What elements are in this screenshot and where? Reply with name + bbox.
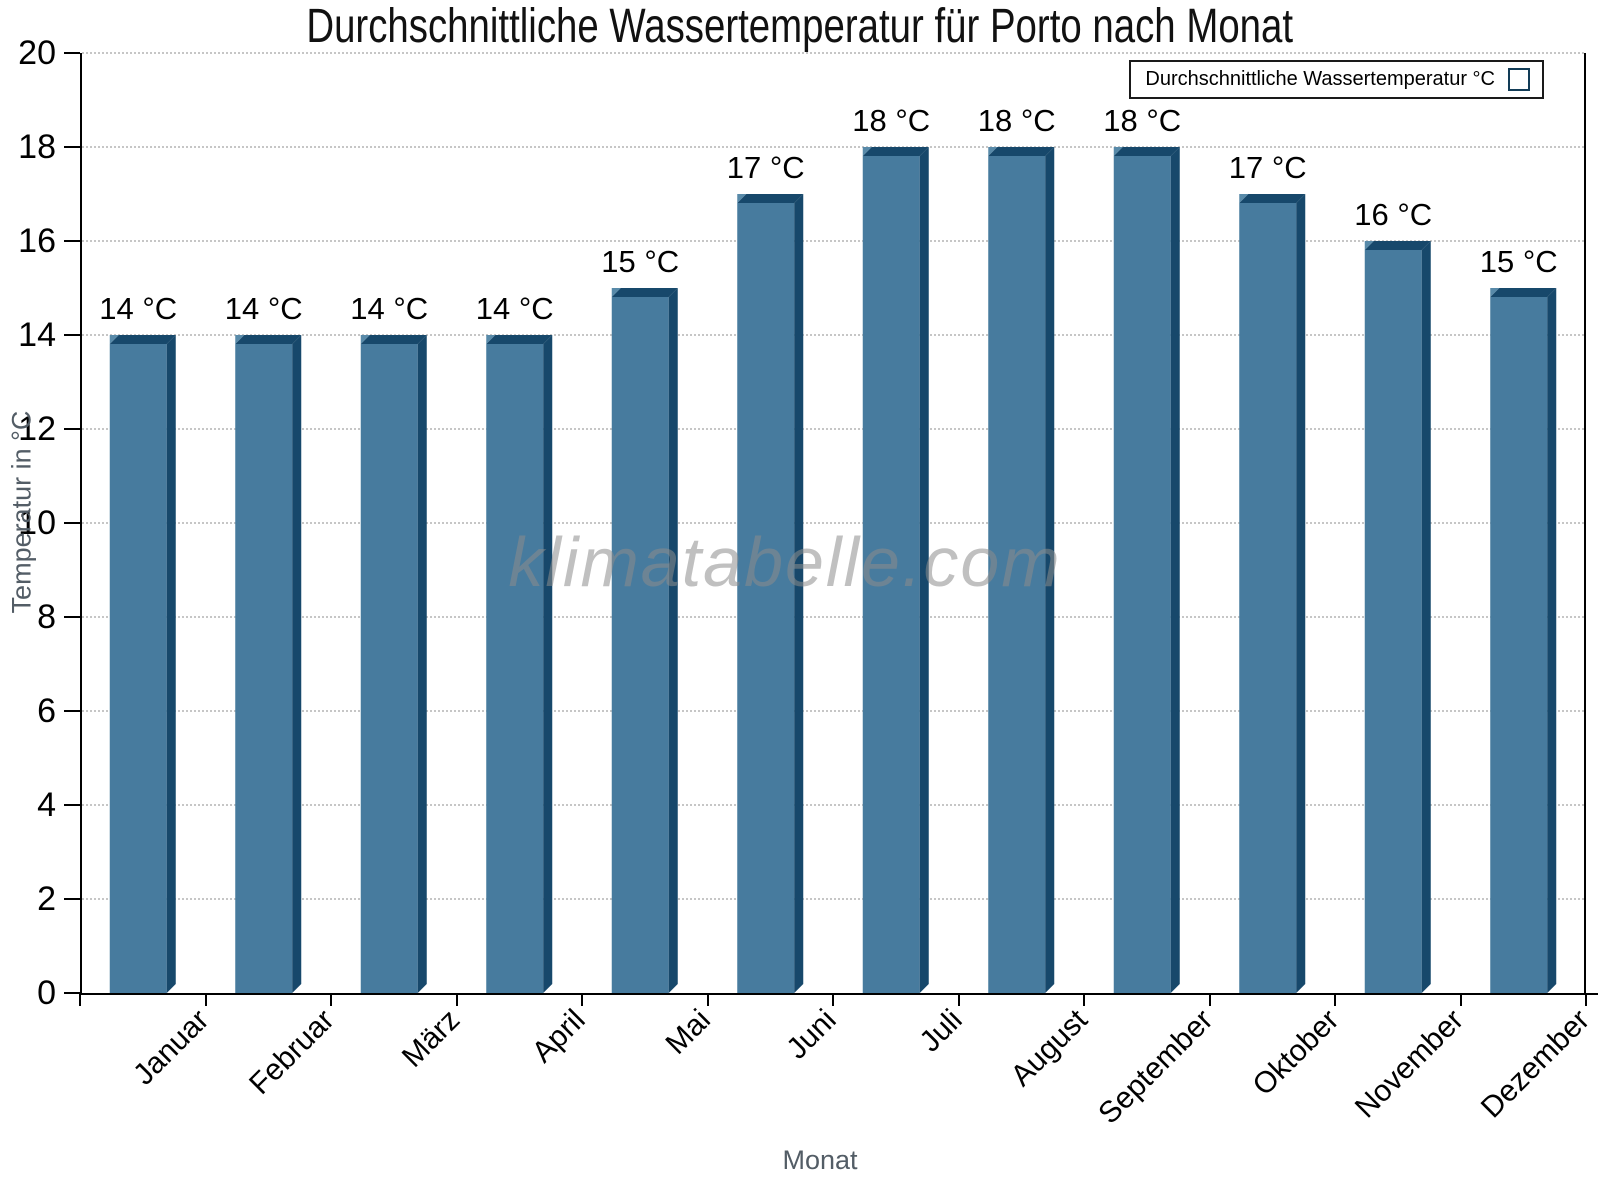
x-tick (1083, 993, 1085, 1006)
gridline (82, 710, 1584, 712)
legend-swatch (1508, 68, 1530, 91)
gridline (82, 522, 1584, 524)
y-tick-label: 0 (37, 974, 56, 1012)
bar-value-label: 17 °C (726, 150, 805, 185)
watermark: klimatabelle.com (508, 523, 1062, 601)
bar-Juli (862, 147, 929, 993)
x-tick-label-März: März (395, 1003, 467, 1074)
x-tick (455, 993, 458, 1006)
bar-Februar (235, 335, 302, 993)
y-tick (64, 522, 80, 524)
gridline (82, 804, 1584, 806)
bar-November (1364, 241, 1431, 993)
x-tick-label-September: September (1092, 1003, 1220, 1131)
y-tick-label: 8 (37, 598, 56, 636)
x-tick-label-Januar: Januar (127, 1003, 216, 1092)
x-tick (1585, 993, 1587, 1006)
y-tick-label: 20 (18, 34, 56, 72)
y-tick-label: 4 (37, 786, 56, 824)
y-tick (64, 804, 80, 806)
chart-title: Durchschnittliche Wassertemperatur für P… (0, 0, 1600, 53)
gridline (82, 428, 1584, 430)
y-tick-label: 10 (18, 504, 56, 542)
x-tick-label-Mai: Mai (659, 1003, 718, 1061)
y-tick (64, 240, 80, 242)
y-tick-label: 18 (18, 128, 56, 166)
gridline (82, 52, 1584, 54)
bar-Januar (109, 335, 176, 993)
x-tick-label-August: August (1004, 1003, 1094, 1093)
x-tick (204, 993, 207, 1006)
y-tick-label: 6 (37, 692, 56, 730)
bar-April (486, 335, 553, 993)
bar-August (988, 147, 1055, 993)
x-tick-label-April: April (526, 1003, 592, 1070)
bar-value-label: 15 °C (1479, 244, 1558, 279)
y-tick-label: 16 (18, 222, 56, 260)
bar-value-label: 18 °C (1103, 103, 1182, 138)
x-tick-label-Juni: Juni (780, 1003, 843, 1066)
x-tick (957, 993, 960, 1006)
bar-value-label: 14 °C (475, 291, 554, 326)
bar-Oktober (1239, 194, 1306, 993)
bar-value-label: 14 °C (350, 291, 429, 326)
y-tick-label: 2 (37, 880, 56, 918)
x-tick (79, 993, 81, 1006)
y-axis-line (80, 53, 82, 993)
x-tick (706, 993, 709, 1006)
bars-layer (109, 147, 1557, 993)
bar-September (1113, 147, 1180, 993)
x-tick (1459, 993, 1462, 1006)
gridline (82, 240, 1584, 242)
x-tick-label-November: November (1349, 1003, 1471, 1125)
gridline (82, 334, 1584, 336)
bar-Mai (611, 288, 678, 993)
x-axis-title: Monat (782, 1145, 858, 1175)
bar-value-label: 18 °C (977, 103, 1056, 138)
y-tick (64, 710, 80, 712)
y-tick (64, 616, 80, 618)
x-tick (330, 993, 332, 1006)
gridline (82, 898, 1584, 900)
y-tick (64, 146, 80, 148)
x-tick (1334, 993, 1336, 1006)
chart-title-text: Durchschnittliche Wassertemperatur für P… (306, 0, 1294, 53)
gridline (82, 616, 1584, 618)
x-tick-label-Oktober: Oktober (1246, 1003, 1345, 1103)
legend-label: Durchschnittliche Wassertemperatur °C (1145, 68, 1495, 90)
legend: Durchschnittliche Wassertemperatur °C (1129, 60, 1544, 99)
bar-value-label: 18 °C (852, 103, 931, 138)
bar-value-label: 15 °C (601, 244, 680, 279)
bar-value-label: 14 °C (99, 291, 178, 326)
x-tick (832, 993, 834, 1006)
x-tick-label-Dezember: Dezember (1474, 1003, 1596, 1125)
bar-value-label: 14 °C (224, 291, 303, 326)
y-tick (64, 52, 80, 54)
plot-area: 0 2 4 6 8 10 12 14 16 18 20 (18, 35, 1598, 1011)
y-tick (64, 334, 80, 336)
y-tick-label: 14 (18, 316, 56, 354)
gridline (82, 146, 1584, 148)
bar-value-label: 16 °C (1354, 197, 1433, 232)
bar-Juni (737, 194, 804, 993)
bar-Dezember (1490, 288, 1557, 993)
x-tick-label-Februar: Februar (243, 1003, 341, 1101)
x-axis-line (80, 993, 1598, 995)
y-tick-label: 12 (18, 410, 56, 448)
y-tick (64, 428, 80, 430)
y-tick (64, 992, 80, 994)
x-tick (581, 993, 583, 1006)
bar-März (360, 335, 427, 993)
right-border-line (1584, 53, 1586, 993)
x-tick (1208, 993, 1211, 1006)
y-tick (64, 898, 80, 900)
bar-value-label: 17 °C (1228, 150, 1307, 185)
x-tick-label-Juli: Juli (913, 1003, 969, 1059)
